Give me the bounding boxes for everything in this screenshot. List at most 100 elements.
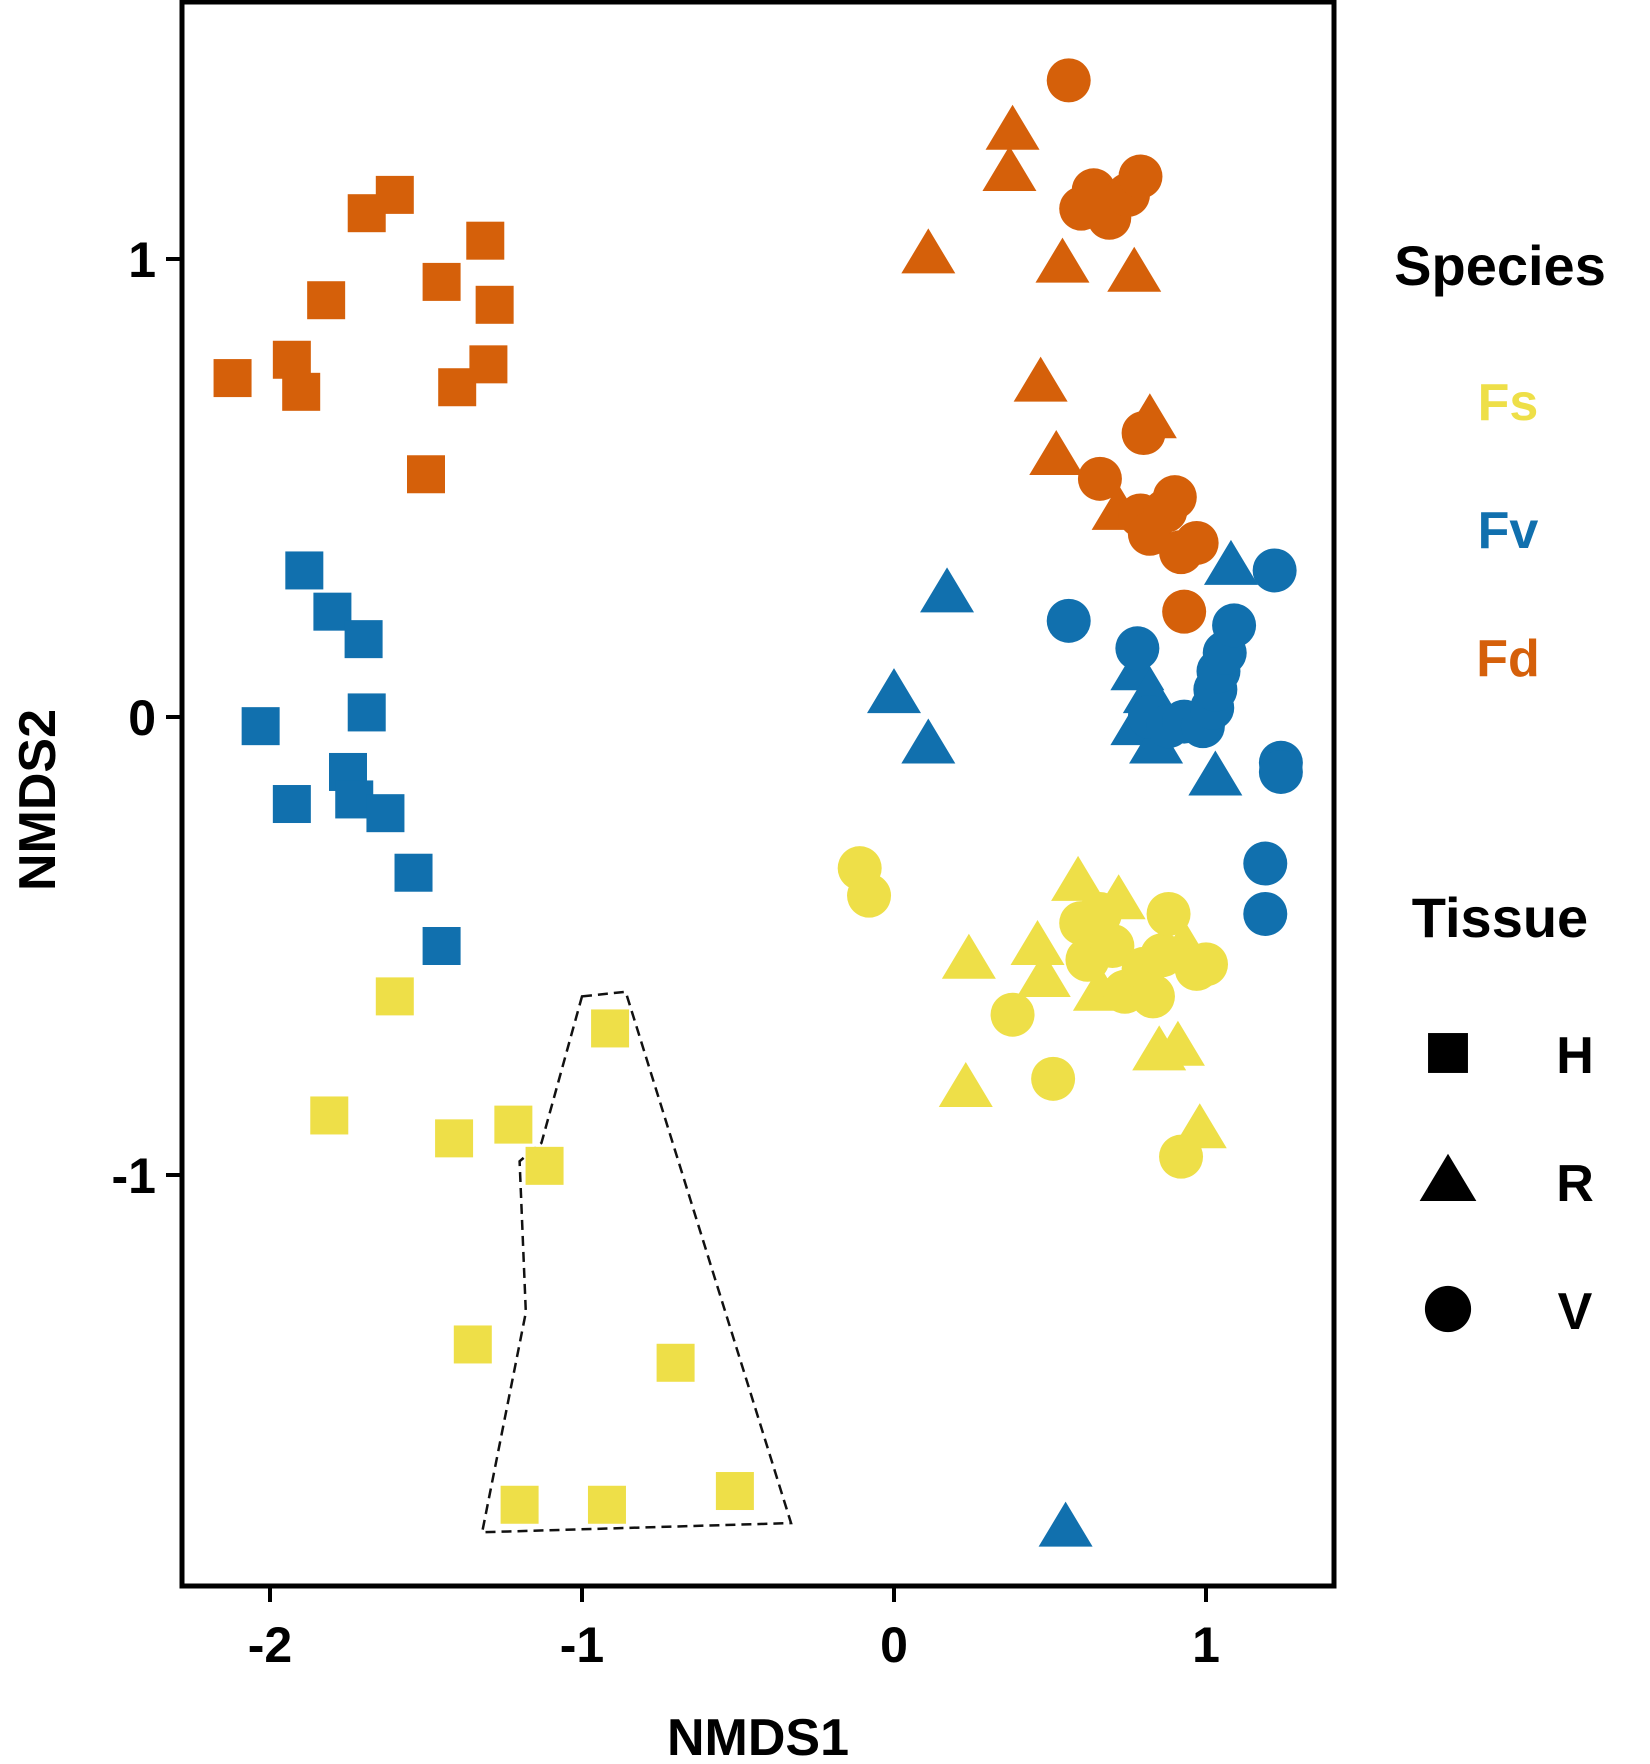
point-fv-v: [1046, 598, 1091, 643]
x-tick-label: 0: [880, 1617, 908, 1673]
tissue-legend-label-r: R: [1556, 1155, 1594, 1213]
point-fd-v: [1077, 456, 1122, 501]
point-fs-h: [310, 1096, 349, 1135]
y-tick-label: -1: [112, 1148, 156, 1204]
y-axis-title: NMDS2: [9, 709, 67, 891]
point-fd-h: [422, 262, 461, 301]
point-fv-v: [1212, 603, 1257, 648]
point-fs-h: [587, 1485, 626, 1524]
point-fv-v: [1243, 841, 1288, 886]
point-fv-h: [344, 620, 383, 659]
point-fv-v: [1252, 548, 1297, 593]
y-tick-label: 1: [128, 232, 156, 288]
point-fv-r: [1203, 539, 1258, 585]
point-fv-h: [366, 794, 405, 833]
point-fd-v: [1152, 475, 1197, 520]
point-fs-v: [1130, 974, 1175, 1019]
y-axis-ticks: -1 0 1: [112, 232, 182, 1204]
point-fs-v: [1146, 891, 1191, 936]
point-fv-v: [1258, 749, 1303, 794]
x-tick-label: -2: [248, 1617, 292, 1673]
point-fd-h: [475, 285, 514, 324]
point-fs-r: [1051, 855, 1106, 901]
hull-layer: [480, 990, 793, 1534]
point-fd-h: [407, 455, 445, 494]
point-fd-r: [1035, 237, 1090, 283]
x-tick-label: -1: [560, 1617, 604, 1673]
point-fv-h: [347, 693, 386, 732]
point-fd-v: [1118, 154, 1163, 199]
point-fd-h: [282, 372, 321, 411]
point-fd-h: [375, 175, 414, 214]
point-fd-r: [1029, 429, 1084, 475]
point-fs-h: [656, 1343, 695, 1382]
point-fd-v: [1121, 411, 1166, 456]
point-fv-h: [272, 785, 311, 824]
point-fv-r: [1038, 1501, 1093, 1547]
point-fs-h: [453, 1325, 492, 1364]
species-legend-title: Species: [1394, 234, 1606, 297]
point-fs-h: [375, 977, 414, 1016]
x-axis-title: NMDS1: [667, 1709, 849, 1764]
point-fs-h: [591, 1009, 630, 1048]
point-fd-r: [1107, 246, 1162, 292]
point-fs-h: [715, 1472, 754, 1511]
legend: Species Fs Fv Fd Tissue H R V: [1394, 234, 1606, 1341]
point-fv-h: [285, 551, 324, 590]
x-axis-ticks: -2 -1 0 1: [248, 1586, 1220, 1673]
point-fs-v: [1159, 1134, 1204, 1179]
tissue-legend-label-v: V: [1558, 1283, 1593, 1341]
species-legend-label-fv: Fv: [1478, 502, 1539, 560]
point-fs-v: [1031, 1056, 1076, 1101]
point-fs-h: [525, 1146, 564, 1185]
point-fd-h: [466, 221, 505, 260]
point-fv-h: [241, 707, 280, 746]
point-fv-r: [1188, 750, 1243, 796]
tissue-legend-square-icon: [1428, 1033, 1468, 1073]
point-fd-r: [901, 228, 956, 274]
point-fs-v: [1140, 933, 1185, 978]
tissue-legend-label-h: H: [1556, 1027, 1594, 1085]
point-fs-r: [938, 1061, 993, 1107]
point-fv-v: [1243, 891, 1288, 936]
species-legend-label-fs: Fs: [1478, 374, 1539, 432]
point-fs-r: [941, 933, 996, 979]
point-fs-r: [1010, 920, 1065, 965]
point-fd-r: [985, 104, 1040, 150]
point-fd-v: [1046, 58, 1091, 103]
points-layer: [213, 58, 1303, 1547]
point-fd-v: [1174, 520, 1219, 565]
point-fs-v: [990, 992, 1035, 1037]
point-fd-v: [1162, 589, 1207, 634]
point-fs-h: [500, 1485, 539, 1524]
tissue-legend-circle-icon: [1424, 1285, 1472, 1333]
plot-frame: [179, 0, 1337, 1589]
tissue-legend-triangle-icon: [1419, 1153, 1477, 1201]
point-fs-h: [435, 1119, 474, 1158]
species-legend-label-fd: Fd: [1476, 630, 1540, 688]
point-fv-v: [1115, 626, 1160, 671]
tissue-legend-title: Tissue: [1412, 886, 1588, 949]
point-fd-h: [213, 359, 252, 398]
point-fs-h: [494, 1105, 533, 1144]
point-fv-h: [394, 853, 433, 892]
point-fd-h: [469, 345, 508, 384]
point-fd-r: [982, 145, 1037, 191]
point-fs-v: [1184, 942, 1228, 987]
point-fv-r: [867, 668, 921, 714]
point-fd-r: [1013, 356, 1068, 402]
x-tick-label: 1: [1192, 1617, 1220, 1673]
point-fs-r: [1150, 1020, 1205, 1066]
dashed-hull-outline: [480, 990, 793, 1534]
point-fv-r: [901, 718, 956, 764]
point-fs-v: [847, 873, 892, 918]
point-fs-v: [1090, 924, 1135, 968]
y-tick-label: 0: [128, 690, 156, 746]
point-fv-r: [920, 567, 975, 613]
point-fd-h: [307, 281, 346, 320]
point-fs-r: [1016, 952, 1071, 998]
point-fd-h: [272, 340, 311, 379]
point-fv-h: [422, 927, 461, 965]
